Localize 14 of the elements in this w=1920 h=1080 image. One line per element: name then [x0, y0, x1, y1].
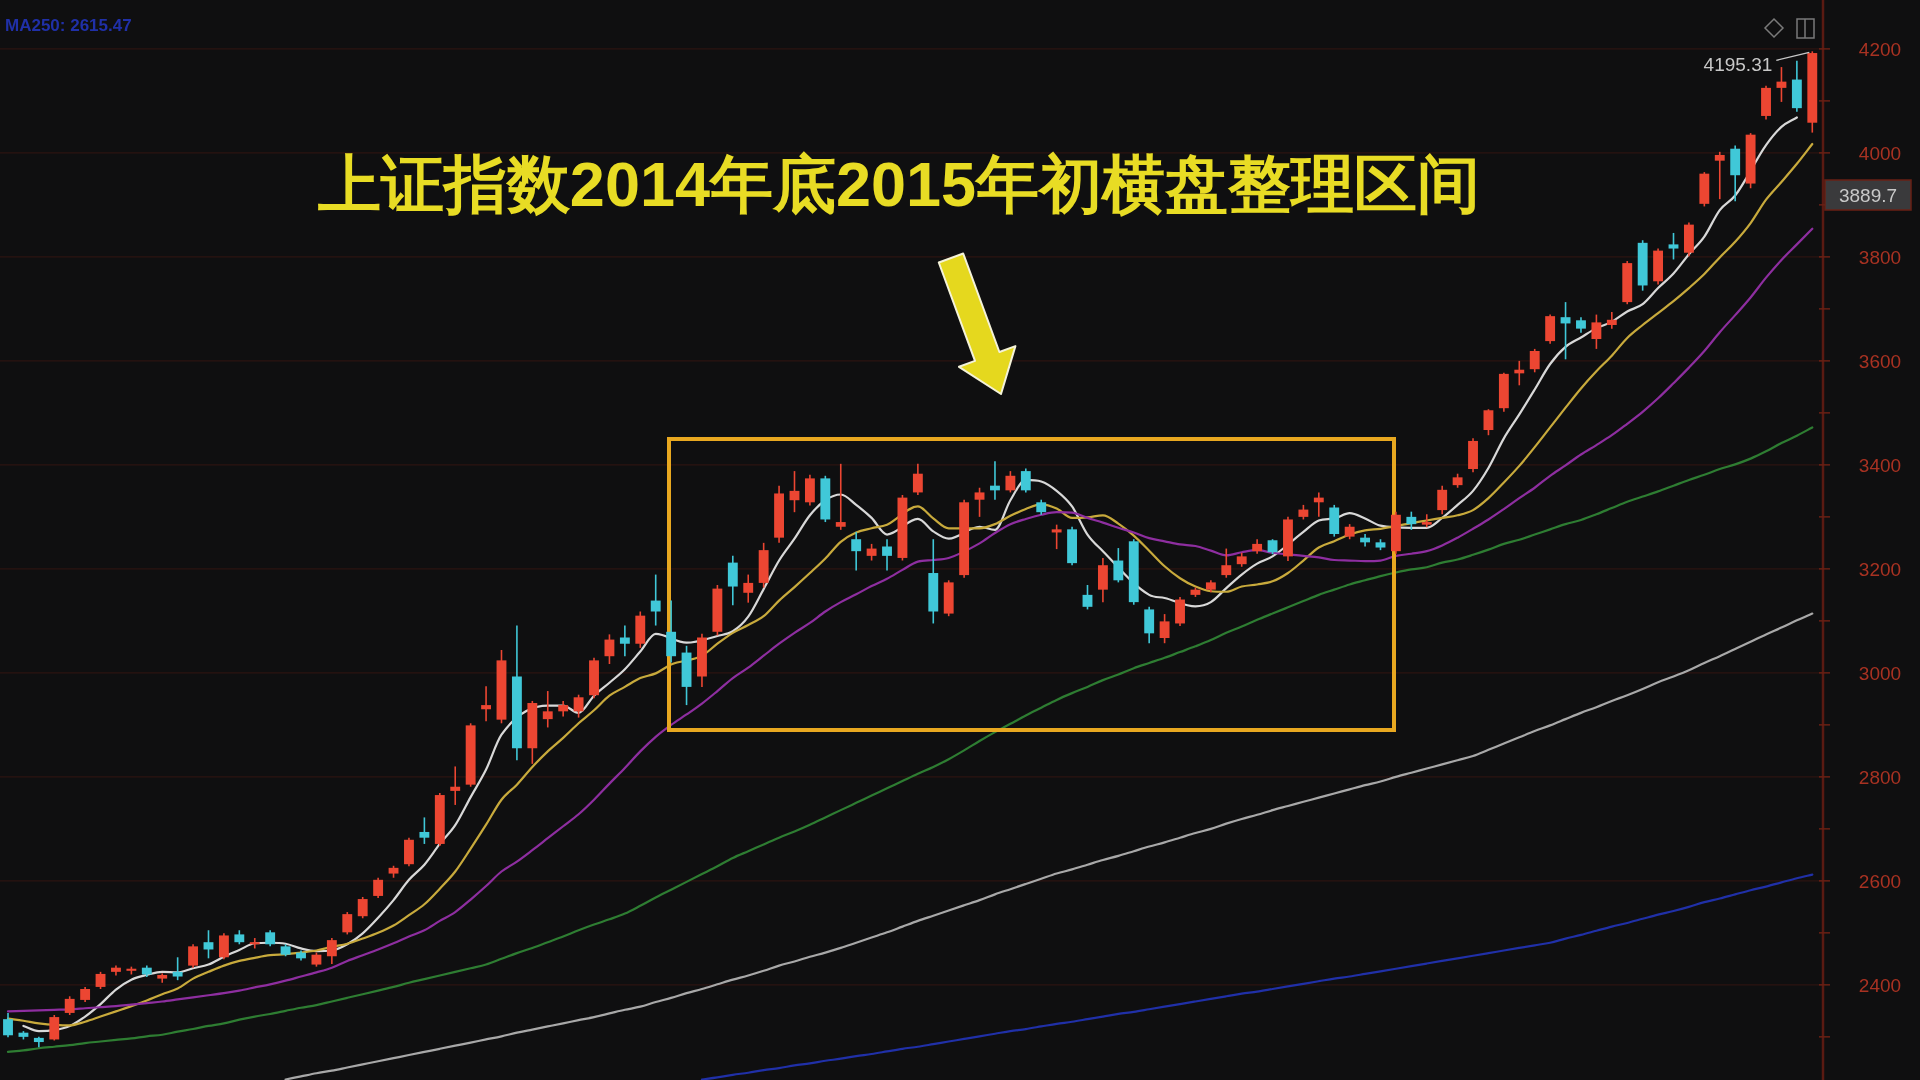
y-tick-label: 4000: [1858, 142, 1902, 164]
title: 上证指数2014年底2015年初横盘整理区间: [317, 149, 1481, 219]
y-tick-label: 2400: [1858, 974, 1902, 996]
annotation: 4195.31: [1703, 54, 1773, 76]
y-tick-label: 3000: [1858, 662, 1902, 684]
legend: MA250: 2615.47: [5, 16, 132, 35]
y-tick-label: 2800: [1858, 766, 1902, 788]
y-tick-label: 2600: [1858, 870, 1902, 892]
y-tick-label: 3800: [1858, 246, 1902, 268]
y-tick-label: 3400: [1858, 454, 1902, 476]
y-tick-label: 3600: [1858, 350, 1902, 372]
y-tick-label: 3200: [1858, 558, 1902, 580]
y-tick-label: 4200: [1858, 38, 1902, 60]
text: 3889.7: [1838, 185, 1898, 206]
